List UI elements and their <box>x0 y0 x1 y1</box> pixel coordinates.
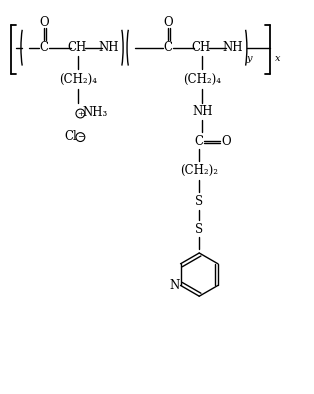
Text: NH: NH <box>99 41 119 54</box>
Text: x: x <box>275 54 281 63</box>
Text: y: y <box>246 54 252 63</box>
Text: N: N <box>170 279 180 292</box>
Text: −: − <box>77 133 84 141</box>
Text: CH: CH <box>68 41 87 54</box>
Text: NH: NH <box>222 41 243 54</box>
Text: NH: NH <box>192 105 213 118</box>
Text: O: O <box>221 134 230 147</box>
Text: C: C <box>40 41 49 54</box>
Text: NH₃: NH₃ <box>82 106 108 119</box>
Text: O: O <box>39 16 49 29</box>
Text: (CH₂)₄: (CH₂)₄ <box>59 72 97 85</box>
Text: S: S <box>195 223 203 236</box>
Text: (CH₂)₄: (CH₂)₄ <box>183 72 221 85</box>
Text: S: S <box>195 195 203 208</box>
Text: +: + <box>77 110 84 117</box>
Text: Cl: Cl <box>64 130 77 143</box>
Text: O: O <box>163 16 173 29</box>
Text: CH: CH <box>192 41 211 54</box>
Text: C: C <box>163 41 172 54</box>
Text: C: C <box>195 134 204 147</box>
Text: (CH₂)₂: (CH₂)₂ <box>180 164 218 177</box>
